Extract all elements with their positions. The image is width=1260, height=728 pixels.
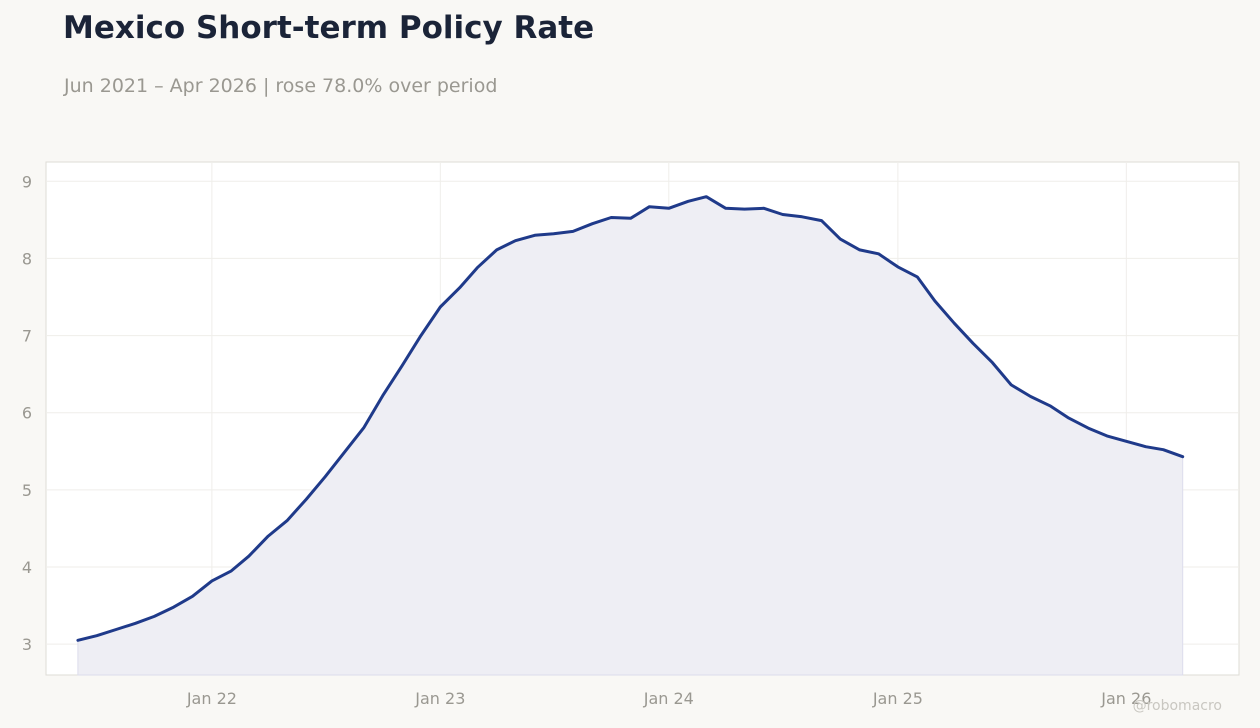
y-tick-label: 6 (22, 404, 32, 423)
chart-title: Mexico Short-term Policy Rate (63, 10, 595, 46)
x-tick-label: Jan 22 (186, 689, 237, 708)
x-tick-label: Jan 23 (414, 689, 465, 708)
y-tick-label: 5 (22, 481, 32, 500)
y-tick-label: 3 (22, 635, 32, 654)
x-tick-label: Jan 24 (643, 689, 694, 708)
chart-subtitle: Jun 2021 – Apr 2026 | rose 78.0% over pe… (64, 75, 498, 97)
x-tick-label: Jan 25 (872, 689, 923, 708)
watermark: @robomacro (1133, 698, 1222, 714)
y-tick-label: 9 (22, 172, 32, 191)
tick-label-layer: 3 4 5 6 7 8 9 Jan 22 Jan 23 Jan 24 Jan 25 Jan 26 (22, 172, 1152, 708)
series-line (76, 195, 1185, 642)
line-layer (76, 195, 1185, 642)
y-tick-label: 7 (22, 327, 32, 346)
y-tick-label: 4 (22, 558, 32, 577)
x-tick-label: Jan 26 (1100, 689, 1151, 708)
y-tick-label: 8 (22, 249, 32, 268)
